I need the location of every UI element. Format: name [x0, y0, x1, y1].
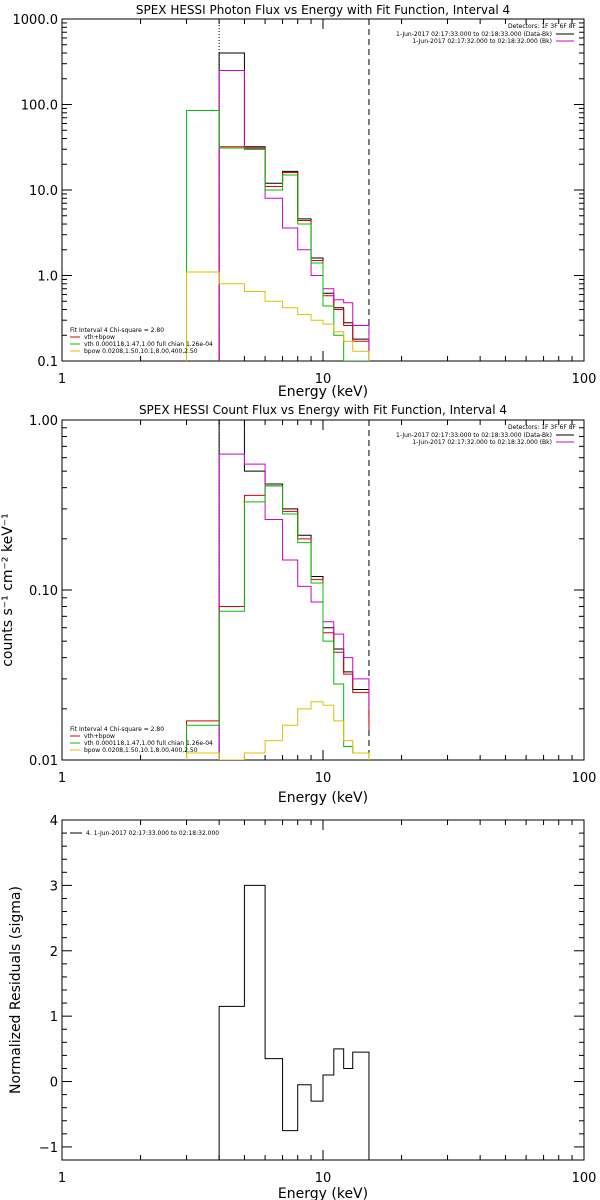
series-group: [186, 52, 370, 361]
legend-header: Detectors: 1F 3F 6F 8F: [508, 23, 577, 30]
series-line-1: [218, 52, 370, 361]
x-tick-label: 10: [315, 771, 332, 786]
y-tick-label: 10.0: [29, 184, 58, 199]
series-group: [218, 884, 370, 1160]
legend-entry-text: vth 0.000118,1.47,1.00 full chian 1.26e-…: [84, 341, 213, 348]
legend-entry-text: vth+bpow: [84, 733, 115, 740]
legend-bottom: Fit Interval 4 Chi-square = 2.80vth+bpow…: [70, 327, 213, 355]
y-tick-label: 0: [50, 1076, 58, 1091]
series-line-3: [218, 453, 370, 760]
y-axis-label: counts s⁻¹ cm⁻² keV⁻¹: [0, 513, 16, 667]
x-tick-label: 1: [58, 771, 66, 786]
legend-top: Detectors: 1F 3F 6F 8F1-Jun-2017 02:17:3…: [396, 23, 576, 45]
y-tick-label: −1: [39, 1141, 58, 1156]
y-tick-label: 4: [50, 814, 58, 829]
y-ticks: [62, 427, 584, 761]
series-line-3: [218, 69, 370, 361]
y-tick-label: 0.10: [29, 584, 58, 599]
x-tick-label: 10: [315, 372, 332, 387]
series-line-5: [186, 271, 370, 361]
x-ticks: [61, 19, 573, 361]
x-axis-label: Energy (keV): [278, 790, 368, 806]
x-tick-label: 1: [58, 1171, 66, 1186]
chart-panel-1: SPEX HESSI Photon Flux vs Energy with Fi…: [13, 3, 597, 400]
legend-top: 4. 1-Jun-2017 02:17:33.000 to 02:18:32.0…: [70, 830, 219, 837]
series-line-1: [218, 884, 370, 1160]
y-tick-label: 1.00: [29, 414, 58, 429]
x-tick-label: 100: [572, 771, 597, 786]
y-tick-label: 0.01: [29, 754, 58, 769]
series-line-5: [186, 701, 370, 760]
legend-entry-text: 1-Jun-2017 02:17:33.000 to 02:18:33.000 …: [396, 31, 552, 38]
chart-panel-2: SPEX HESSI Count Flux vs Energy with Fit…: [0, 403, 596, 806]
chart-title: SPEX HESSI Count Flux vs Energy with Fit…: [139, 403, 507, 417]
y-ticks: [62, 819, 584, 1148]
series-line-4: [186, 485, 370, 760]
chart-panel-3: Energy (keV) Normalized Residuals (sigma)…: [8, 814, 596, 1200]
plot-frame: [61, 18, 585, 362]
y-tick-label: 1.0: [37, 270, 58, 285]
x-tick-label: 100: [572, 1171, 597, 1186]
x-axis-label: Energy (keV): [278, 384, 368, 400]
plot-frame: [61, 819, 585, 1161]
legend-entry-text: 1-Jun-2017 02:17:32.000 to 02:18:32.000 …: [412, 38, 552, 45]
legend-entry-text: bpow 0.0208,1.50,10.1,8.00,400,2.50: [84, 747, 198, 754]
x-tick-label: 10: [315, 1171, 332, 1186]
series-line-1: [218, 420, 370, 760]
legend-entry-text: 1-Jun-2017 02:17:33.000 to 02:18:33.000 …: [396, 432, 552, 439]
x-tick-label: 100: [572, 372, 597, 387]
x-axis-label: Energy (keV): [278, 1186, 368, 1200]
y-tick-label: 1000.0: [13, 13, 59, 28]
series-line-2: [186, 485, 370, 760]
legend-entry-text: vth+bpow: [84, 334, 115, 341]
y-tick-label: 2: [50, 945, 58, 960]
legend-header: Detectors: 1F 3F 6F 8F: [508, 424, 577, 431]
series-line-4: [186, 110, 370, 361]
legend-entry-text: 1-Jun-2017 02:17:32.000 to 02:18:32.000 …: [412, 439, 552, 446]
legend-entry-text: 4. 1-Jun-2017 02:17:33.000 to 02:18:32.0…: [86, 830, 219, 837]
series-line-2: [218, 146, 370, 361]
legend-bottom: Fit Interval 4 Chi-square = 2.80vth+bpow…: [70, 726, 213, 754]
y-tick-label: 3: [50, 879, 58, 894]
y-tick-label: 100.0: [21, 99, 58, 114]
y-tick-label: 1: [50, 1010, 58, 1025]
legend-entry-text: vth 0.000118,1.47,1.00 full chian 1.26e-…: [84, 740, 213, 747]
x-ticks: [61, 420, 573, 760]
x-ticks: [61, 820, 573, 1160]
y-tick-label: 0.1: [37, 355, 58, 370]
legend-top: Detectors: 1F 3F 6F 8F1-Jun-2017 02:17:3…: [396, 424, 576, 446]
legend-header: Fit Interval 4 Chi-square = 2.80: [70, 327, 164, 334]
y-axis-label: Normalized Residuals (sigma): [8, 886, 24, 1094]
chart-title: SPEX HESSI Photon Flux vs Energy with Fi…: [136, 3, 510, 17]
x-tick-label: 1: [58, 372, 66, 387]
series-group: [186, 420, 370, 760]
legend-entry-text: bpow 0.0208,1.50,10.1,8.00,400,2.50: [84, 348, 198, 355]
y-ticks: [62, 22, 584, 362]
legend-header: Fit Interval 4 Chi-square = 2.80: [70, 726, 164, 733]
